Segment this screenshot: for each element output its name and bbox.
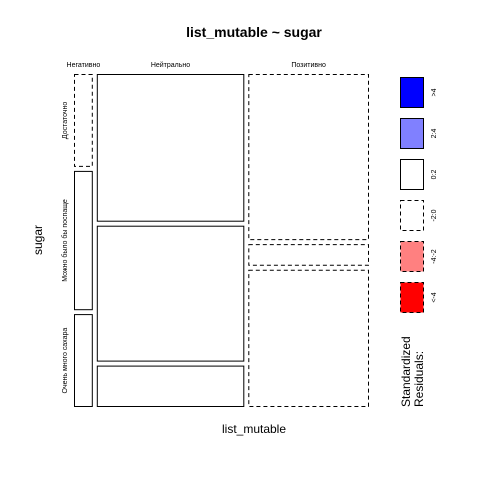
legend-title-line2: Residuals: bbox=[412, 351, 426, 407]
chart-title: list_mutable ~ sugar bbox=[186, 24, 322, 40]
mosaic-cell-3-3 bbox=[248, 269, 369, 407]
mosaic-cell-3-1 bbox=[74, 314, 93, 408]
x-level-label-1: Негативно bbox=[67, 62, 101, 69]
mosaic-cell-2-1 bbox=[74, 170, 93, 311]
legend-swatch-2 bbox=[400, 118, 424, 149]
legend-label-5: -4:-2 bbox=[431, 249, 438, 264]
legend-label-3: 0:2 bbox=[431, 170, 438, 180]
y-level-label-3: Очень много сахара bbox=[62, 328, 69, 394]
mosaic-cell-2-2 bbox=[96, 225, 245, 362]
y-level-labels: Достаточно Можно было бы поспаще Очень мно… bbox=[61, 102, 69, 394]
legend-swatch-6 bbox=[400, 282, 424, 313]
legend-swatch-1 bbox=[400, 77, 424, 108]
mosaic-cell-1-3 bbox=[248, 74, 369, 241]
mosaic-cell-1-1 bbox=[74, 74, 93, 167]
legend-label-4: -2:0 bbox=[431, 209, 438, 221]
residual-legend: >4 2:4 0:2 -2:0 -4:-2 <-4 bbox=[400, 77, 438, 313]
x-axis-label: list_mutable bbox=[222, 422, 286, 436]
legend-swatch-4 bbox=[400, 200, 424, 231]
mosaic-cell-3-2 bbox=[96, 365, 245, 408]
y-level-label-1: Достаточно bbox=[62, 102, 69, 139]
y-axis-label: sugar bbox=[31, 225, 45, 255]
mosaic-cell-2-3 bbox=[248, 244, 369, 266]
y-level-label-2: Можно было бы поспаще bbox=[61, 199, 69, 282]
legend-label-2: 2:4 bbox=[431, 129, 438, 139]
mosaic-cell-1-2 bbox=[96, 74, 245, 222]
x-level-labels: Негативно Нейтрально Позитивно bbox=[67, 61, 326, 69]
legend-title-line1: Standardized bbox=[399, 336, 413, 407]
legend-label-1: >4 bbox=[431, 88, 438, 96]
legend-swatch-5 bbox=[400, 241, 424, 272]
x-level-label-3: Позитивно bbox=[291, 62, 326, 69]
legend-swatch-3 bbox=[400, 159, 424, 190]
legend-label-6: <-4 bbox=[431, 292, 438, 302]
mosaic-cells bbox=[74, 74, 369, 408]
x-level-label-2: Нейтрально bbox=[151, 61, 190, 69]
